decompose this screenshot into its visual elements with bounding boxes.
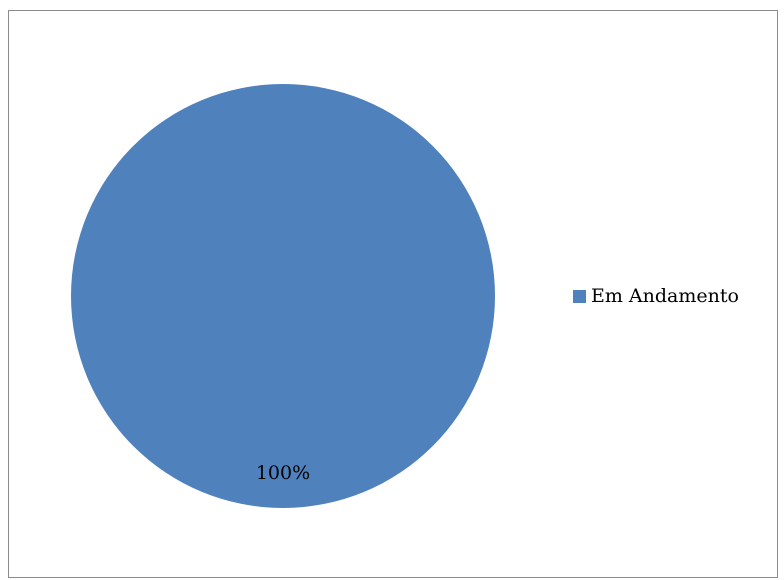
legend-swatch-em-andamento — [573, 289, 586, 303]
pie-slices — [71, 84, 495, 508]
pie-slice-em-andamento — [71, 84, 495, 508]
data-label-em-andamento: 100% — [256, 462, 310, 484]
chart-legend: Em Andamento — [573, 285, 739, 307]
legend-label-em-andamento: Em Andamento — [591, 285, 739, 307]
pie-data-labels: 100% — [256, 462, 310, 484]
